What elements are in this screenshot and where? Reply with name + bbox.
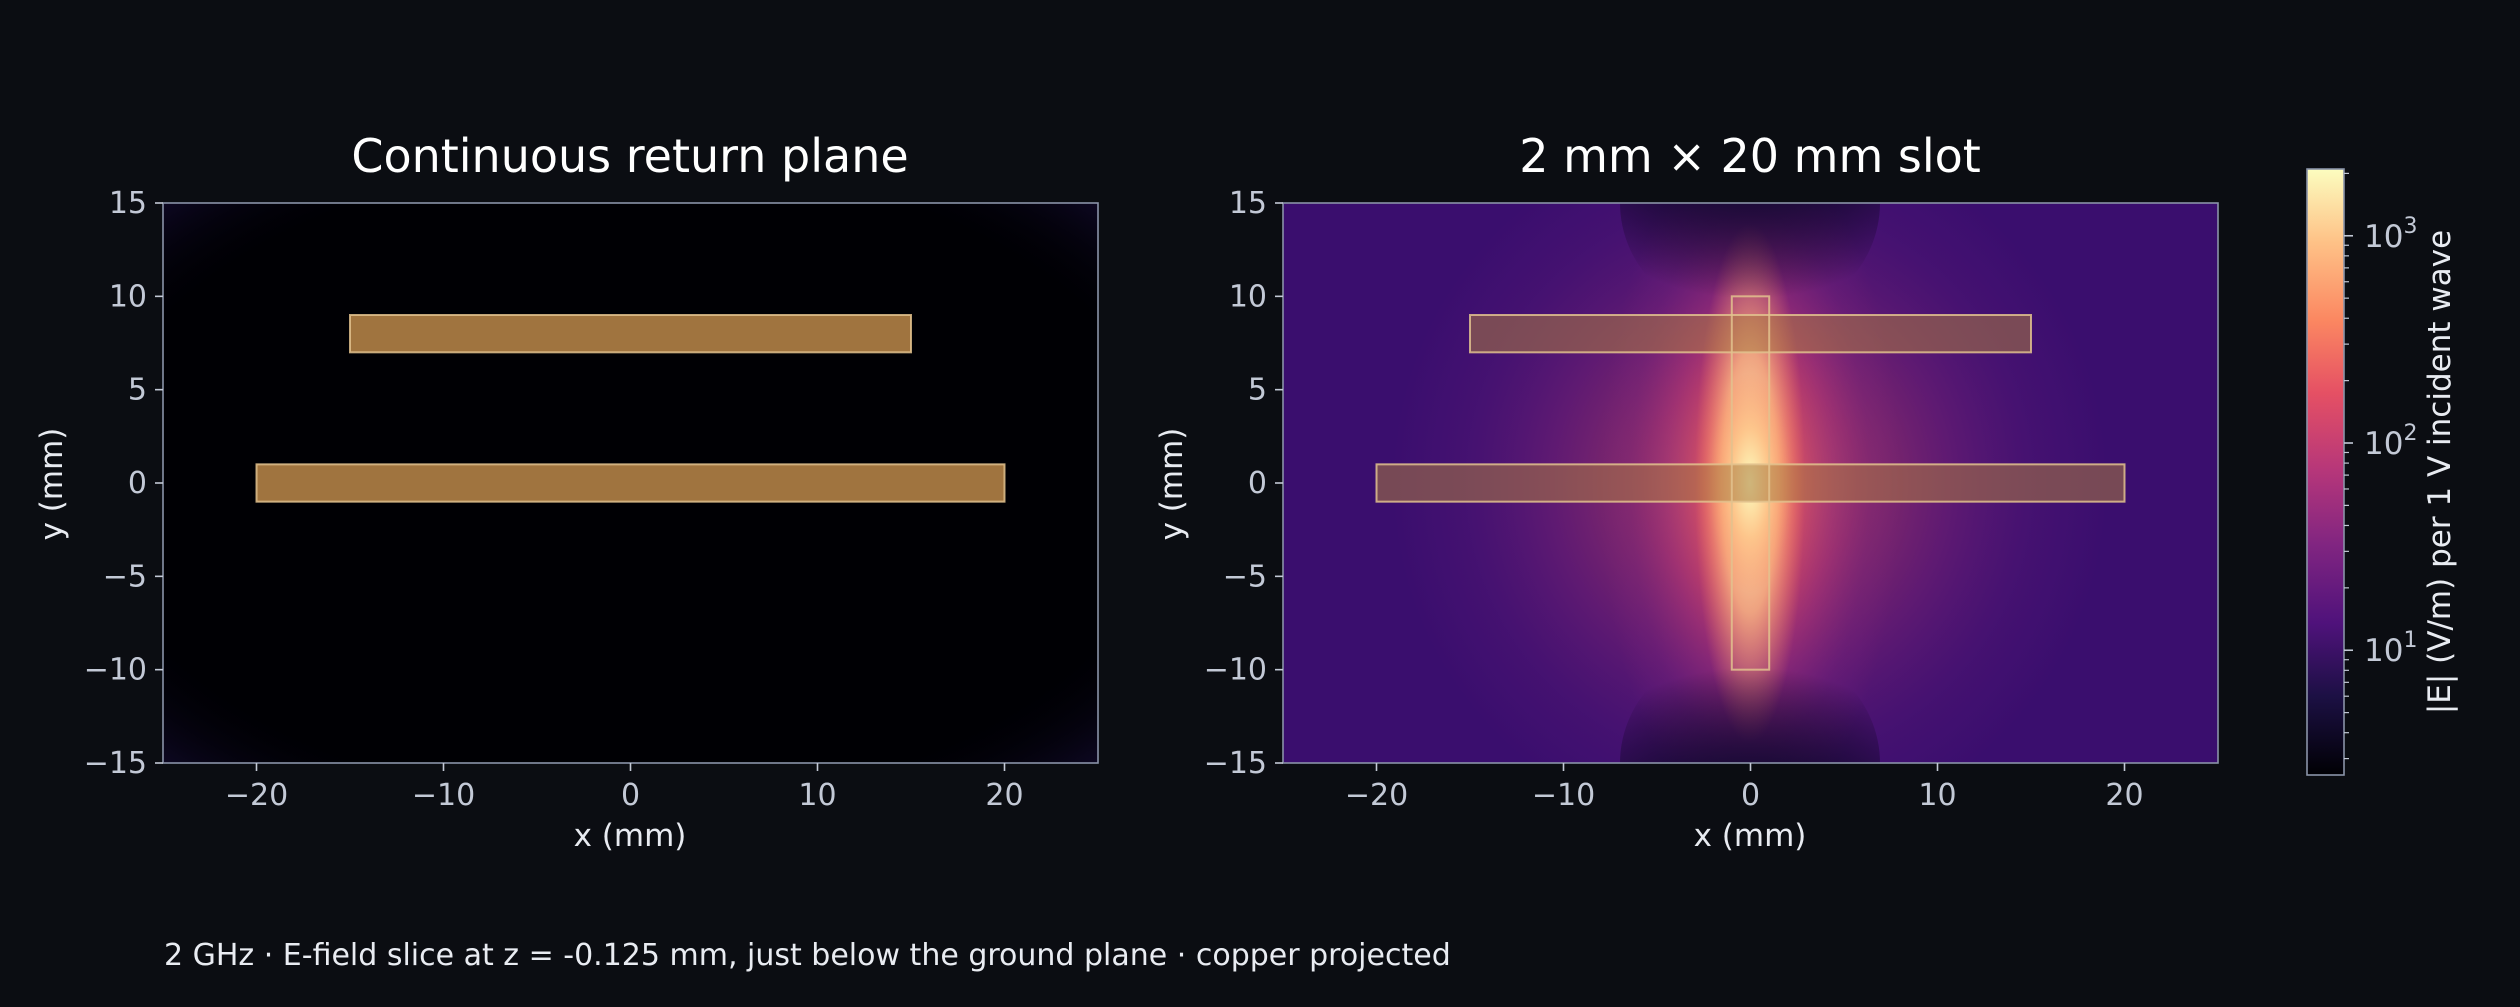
y-ticks: −15 −10 −5 0 5 10 15 bbox=[1204, 186, 1283, 781]
colorbar-tick-label: 102 bbox=[2364, 421, 2417, 462]
x-tick-label: −10 bbox=[1532, 778, 1595, 813]
field-map bbox=[163, 203, 1098, 763]
panel-title: Continuous return plane bbox=[351, 129, 908, 183]
copper-overlays bbox=[255, 314, 1006, 503]
y-tick-label: 5 bbox=[1248, 373, 1267, 408]
x-tick-label: 20 bbox=[985, 778, 1023, 813]
y-tick-label: 10 bbox=[109, 279, 147, 314]
field-map bbox=[1283, 203, 2218, 763]
y-tick-label: 10 bbox=[1229, 279, 1267, 314]
x-tick-label: 20 bbox=[2105, 778, 2143, 813]
panel-slot: 2 mm × 20 mm slot −20 −10 0 10 20 −15 −10 −5 0 5… bbox=[1154, 129, 2219, 854]
x-tick-label: −10 bbox=[412, 778, 475, 813]
x-tick-label: −20 bbox=[225, 778, 288, 813]
copper-trace bbox=[349, 314, 912, 354]
y-tick-label: 15 bbox=[109, 186, 147, 221]
panel-continuous-plane: Continuous return plane −20 −10 0 10 20 −15−… bbox=[34, 129, 1099, 854]
copper-overlays bbox=[1375, 295, 2126, 671]
y-tick-label: 0 bbox=[128, 466, 147, 501]
y-tick-label: −5 bbox=[103, 559, 147, 594]
x-tick-label: 10 bbox=[798, 778, 836, 813]
colorbar-tick-label: 103 bbox=[2364, 214, 2417, 255]
y-tick-label: −15 bbox=[84, 746, 147, 781]
colorbar-tick-label: 101 bbox=[2364, 628, 2417, 669]
slot-outline bbox=[1730, 295, 1771, 671]
x-tick-label: 10 bbox=[1918, 778, 1956, 813]
x-tick-label: −20 bbox=[1345, 778, 1408, 813]
colorbar-label: |E| (V/m) per 1 V incident wave bbox=[2422, 230, 2458, 714]
copper-trace bbox=[1469, 314, 2032, 354]
y-tick-label: 0 bbox=[1248, 466, 1267, 501]
panel-title: 2 mm × 20 mm slot bbox=[1519, 129, 1981, 183]
colorbar-scale bbox=[2306, 168, 2345, 776]
y-tick-label: −5 bbox=[1223, 559, 1267, 594]
x-axis-label: x (mm) bbox=[1694, 818, 1807, 854]
y-tick-label: 15 bbox=[1229, 186, 1267, 221]
x-tick-label: 0 bbox=[1741, 778, 1760, 813]
copper-trace bbox=[1375, 463, 2126, 503]
y-axis-label: y (mm) bbox=[1154, 428, 1190, 541]
y-tick-label: 5 bbox=[128, 373, 147, 408]
y-axis-label: y (mm) bbox=[34, 428, 70, 541]
y-ticks: −15 −10 −5 0 5 10 15 bbox=[84, 186, 163, 781]
x-axis-label: x (mm) bbox=[574, 818, 687, 854]
x-ticks: −20 −10 0 10 20 bbox=[1345, 763, 2144, 813]
y-tick-label: −15 bbox=[1204, 746, 1267, 781]
colorbar-ticks: 101 102 103 bbox=[2344, 172, 2417, 760]
colorbar: 101 102 103 |E| (V/m) per 1 V incident wav… bbox=[2306, 168, 2458, 776]
figure-caption: 2 GHz · E-field slice at z = -0.125 mm, … bbox=[164, 938, 1451, 973]
y-tick-label: −10 bbox=[84, 653, 147, 688]
x-tick-label: 0 bbox=[621, 778, 640, 813]
y-tick-label: −10 bbox=[1204, 653, 1267, 688]
copper-trace bbox=[255, 463, 1006, 503]
x-ticks: −20 −10 0 10 20 bbox=[225, 763, 1024, 813]
